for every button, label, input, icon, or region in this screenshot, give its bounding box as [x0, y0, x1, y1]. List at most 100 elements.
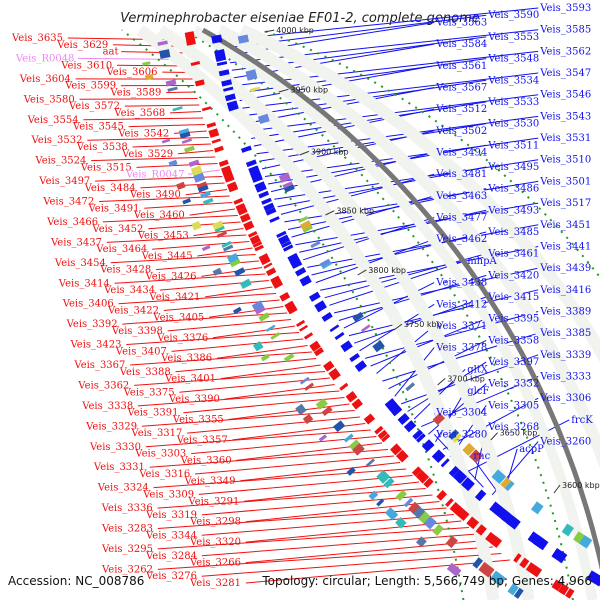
left-gene-label: Veis_R0047: [125, 169, 185, 180]
forward-gene: [363, 413, 376, 425]
forward-gene: [309, 340, 321, 352]
left-gene-label: Veis_3524: [34, 156, 86, 167]
right-gene-label: Veis_3438: [435, 278, 487, 289]
reverse-gene: [281, 240, 292, 248]
scale-label: 3600 kbp: [562, 481, 600, 490]
forward-gene: [445, 497, 454, 508]
scale-label: 4000 kbp: [276, 26, 314, 35]
category-block: [318, 434, 328, 442]
forward-gene: [454, 506, 470, 521]
right-callout: [320, 246, 539, 291]
reverse-gene: [440, 458, 450, 468]
left-gene-label: Veis_3532: [31, 135, 83, 146]
left-gene-label: Veis_3398: [111, 326, 163, 337]
category-block: [144, 73, 154, 81]
category-block: [258, 312, 270, 322]
category-block: [237, 34, 249, 44]
left-gene-label: Veis_3405: [152, 312, 204, 323]
category-block: [310, 240, 321, 249]
left-gene-label: Veis_3360: [180, 455, 232, 466]
left-callout: [87, 137, 209, 141]
scale-tick: [393, 323, 403, 331]
right-gene-label: Veis_3358: [487, 335, 539, 346]
left-gene-label: Veis_3606: [106, 67, 158, 78]
category-block: [181, 138, 193, 144]
reverse-gene: [261, 197, 272, 205]
category-block: [202, 197, 214, 205]
reverse-gene: [448, 465, 460, 477]
left-gene-label: Veis_3545: [72, 122, 124, 133]
category-block: [200, 190, 211, 199]
forward-gene: [411, 466, 422, 477]
left-gene-label: Veis_3484: [84, 183, 136, 194]
left-gene-label: Veis_3303: [134, 449, 186, 460]
category-block: [260, 353, 270, 362]
category-block: [507, 583, 519, 596]
forward-gene: [525, 562, 543, 578]
right-callout: [303, 217, 435, 261]
reverse-gene: [403, 420, 417, 433]
left-gene-label: Veis_3376: [156, 333, 208, 344]
right-callout: [348, 289, 539, 337]
forward-gene: [565, 588, 575, 599]
right-gene-label: Veis_3333: [539, 372, 591, 383]
reverse-gene: [282, 244, 294, 252]
left-callout: [166, 91, 196, 93]
category-block: [265, 324, 276, 332]
reverse-gene: [211, 34, 223, 44]
left-gene-label: Veis_3319: [145, 510, 197, 521]
left-callout: [194, 455, 394, 475]
category-block: [469, 449, 483, 464]
forward-gene: [513, 553, 522, 563]
category-block: [182, 198, 192, 205]
category-block: [249, 86, 261, 92]
reverse-gene: [465, 480, 475, 492]
forward-gene: [254, 244, 264, 252]
left-callout: [132, 143, 211, 148]
category-block: [343, 433, 354, 443]
right-gene-label: Veis_3495: [487, 162, 539, 173]
forward-gene: [228, 184, 239, 193]
right-gene-label: rnc: [473, 451, 490, 462]
genome-title: Verminephrobacter eiseniae EF01-2, compl…: [120, 11, 479, 26]
reverse-gene: [586, 570, 600, 587]
reverse-gene: [391, 405, 403, 417]
reverse-gene: [349, 352, 360, 363]
accession-text: Accession: NC_008786: [8, 574, 144, 588]
category-block: [462, 442, 476, 456]
reverse-gene: [255, 184, 267, 193]
scale-tick: [357, 269, 367, 276]
left-gene-label: Veis_3355: [172, 415, 224, 426]
right-callout: [382, 332, 539, 382]
forward-gene: [247, 230, 258, 238]
forward-gene: [519, 557, 530, 569]
reverse-gene: [228, 105, 239, 112]
left-gene-label: Veis_3295: [101, 544, 153, 555]
left-callout: [193, 228, 244, 237]
category-block: [372, 340, 385, 353]
right-gene-label: Veis_3385: [539, 328, 591, 339]
forward-gene: [490, 535, 503, 548]
forward-gene: [449, 502, 462, 514]
category-block: [448, 429, 460, 440]
scale-tick: [325, 210, 335, 216]
right-gene-label: Veis_3493: [487, 205, 539, 216]
left-gene-label: Veis_3390: [168, 394, 220, 405]
forward-gene: [206, 122, 217, 129]
right-gene-label: Veis_3416: [539, 285, 591, 296]
right-gene-label: acpP: [519, 444, 544, 455]
reverse-gene: [215, 55, 227, 62]
left-gene-label: Veis_3554: [27, 115, 79, 126]
right-gene-label: Veis_3260: [539, 437, 591, 448]
left-gene-label: Veis_3291: [187, 496, 239, 507]
left-gene-label: Veis_3331: [93, 462, 145, 473]
forward-gene: [390, 443, 403, 456]
category-block: [234, 267, 246, 277]
left-callout: [245, 501, 440, 523]
category-block: [190, 165, 203, 177]
forward-gene: [258, 253, 271, 266]
reverse-gene: [226, 100, 239, 110]
right-callout: [388, 339, 487, 390]
category-block: [222, 244, 234, 252]
right-gene-label: Veis_3510: [539, 155, 591, 166]
